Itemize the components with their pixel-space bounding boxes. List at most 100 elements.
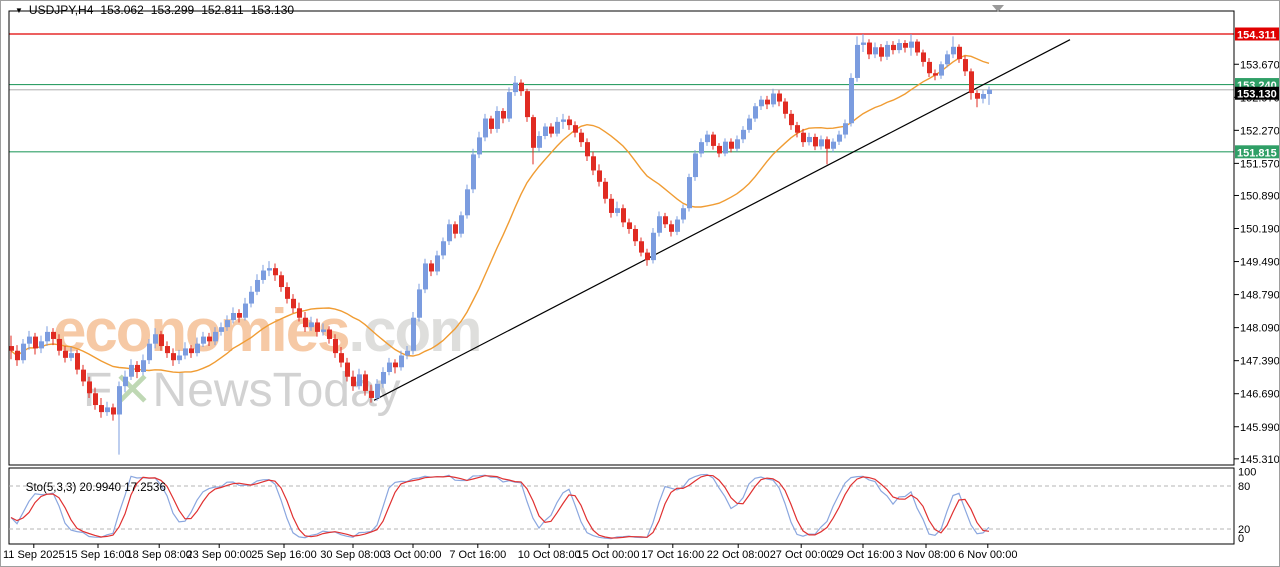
- symbol-period: USDJPY,H4: [28, 3, 94, 17]
- time-axis-label: 3 Nov 08:00: [896, 549, 955, 561]
- candle: [921, 52, 926, 62]
- candle: [129, 364, 134, 377]
- candle: [147, 343, 152, 361]
- candle: [687, 177, 692, 209]
- candle: [729, 141, 734, 149]
- candle: [549, 126, 554, 134]
- candle: [543, 126, 548, 136]
- price-level-badge-label: 151.815: [1237, 147, 1277, 159]
- time-axis-label: 6 Nov 00:00: [958, 549, 1017, 561]
- candle: [441, 241, 446, 256]
- candle: [465, 189, 470, 216]
- main-panel-border: [8, 10, 1235, 466]
- candle: [363, 374, 368, 391]
- candle: [981, 93, 986, 99]
- current-price-badge: [1235, 86, 1279, 100]
- candle: [771, 93, 776, 105]
- candle: [927, 61, 932, 74]
- candle: [951, 46, 956, 55]
- candle: [237, 312, 242, 318]
- price-level-badge[interactable]: [1235, 27, 1280, 41]
- candle: [507, 92, 512, 119]
- candle: [645, 252, 650, 261]
- candle: [681, 208, 686, 220]
- candle: [861, 42, 866, 45]
- time-axis-label: 22 Oct 08:00: [707, 549, 770, 561]
- candle: [105, 407, 110, 413]
- trendline[interactable]: [373, 39, 1071, 401]
- candle: [183, 348, 188, 356]
- candle: [483, 118, 488, 138]
- candle: [51, 331, 56, 339]
- candle: [243, 303, 248, 318]
- candle: [219, 327, 224, 332]
- candle: [675, 219, 680, 232]
- candle: [309, 322, 314, 328]
- candle: [795, 125, 800, 133]
- candle: [153, 334, 158, 344]
- candle: [909, 41, 914, 48]
- candle: [903, 43, 908, 48]
- candle: [423, 263, 428, 290]
- time-axis-label: 27 Oct 00:00: [770, 549, 833, 561]
- candle: [609, 198, 614, 213]
- candle: [879, 47, 884, 57]
- candle: [933, 73, 938, 76]
- candle: [225, 320, 230, 328]
- candle: [627, 222, 632, 229]
- ohlc-high: 153.299: [150, 3, 195, 17]
- candle: [753, 106, 758, 119]
- candle: [897, 43, 902, 51]
- candle: [273, 268, 278, 276]
- candle: [789, 113, 794, 126]
- stochastic-d-line: [10, 474, 990, 539]
- candle: [537, 135, 542, 148]
- candle: [297, 308, 302, 318]
- candle: [291, 298, 296, 309]
- price-level-badge-label: 154.311: [1237, 30, 1276, 42]
- candle: [339, 353, 344, 363]
- candle: [255, 279, 260, 292]
- price-level-badge[interactable]: [1235, 145, 1280, 159]
- ohlc-close: 153.130: [250, 3, 295, 17]
- candle: [195, 343, 200, 354]
- candle: [435, 255, 440, 272]
- price-tick-label: 151.570: [1240, 158, 1280, 170]
- candle: [963, 59, 968, 72]
- chart-shift-marker-icon[interactable]: [992, 5, 1004, 12]
- candle: [555, 121, 560, 134]
- candle: [885, 44, 890, 57]
- candle: [159, 334, 164, 347]
- candle: [261, 270, 266, 280]
- candle: [651, 232, 656, 261]
- candle: [807, 136, 812, 143]
- candle: [891, 44, 896, 51]
- stochastic-d-value: 17.2536: [124, 482, 166, 494]
- candle: [525, 91, 530, 118]
- candle: [15, 350, 20, 361]
- candle: [837, 134, 842, 142]
- candle: [531, 117, 536, 148]
- candle: [315, 322, 320, 332]
- candle: [831, 141, 836, 149]
- price-tick-label: 150.890: [1240, 190, 1280, 202]
- price-tick-label: 152.270: [1240, 125, 1280, 137]
- candle: [21, 343, 26, 361]
- price-tick-label: 148.090: [1240, 323, 1280, 335]
- stochastic-scale-label: 80: [1238, 481, 1250, 493]
- candle: [969, 71, 974, 94]
- candle: [99, 405, 104, 413]
- stochastic-k-line: [10, 473, 990, 540]
- candle: [45, 331, 50, 342]
- candle: [429, 263, 434, 272]
- indicator-panel-border: [8, 467, 1235, 545]
- symbol-dropdown-icon[interactable]: ▼: [15, 5, 23, 15]
- candle: [165, 346, 170, 354]
- candle: [867, 42, 872, 55]
- candle: [591, 156, 596, 171]
- candle: [87, 381, 92, 394]
- current-price-badge-label: 153.130: [1237, 89, 1277, 101]
- candle: [321, 329, 326, 332]
